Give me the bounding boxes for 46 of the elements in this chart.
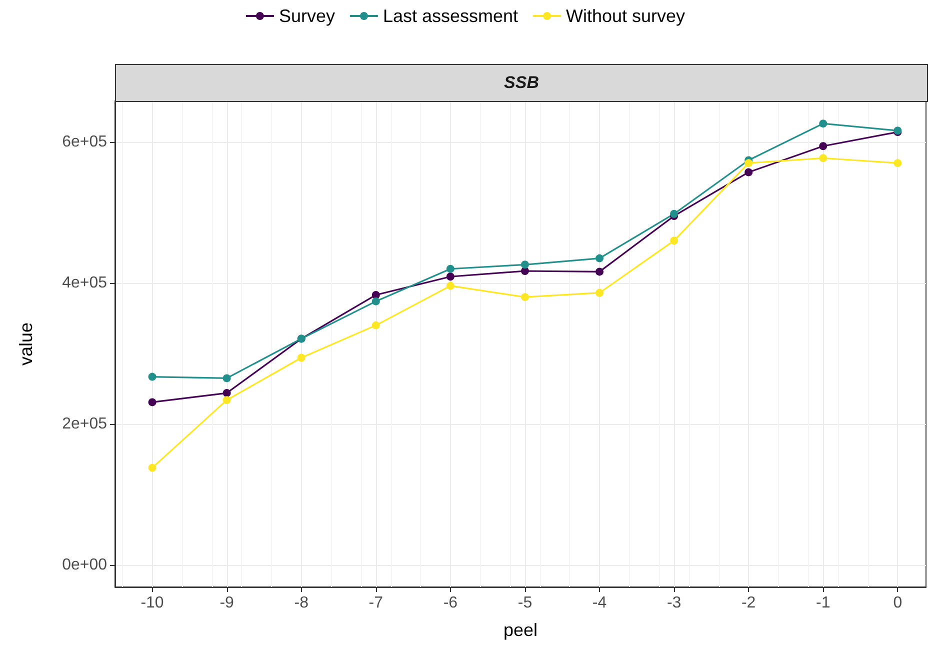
- x-tick-label: -5: [518, 594, 532, 612]
- point: [819, 142, 828, 150]
- x-tick-label: -2: [741, 594, 756, 612]
- point: [894, 159, 902, 168]
- point: [222, 374, 231, 382]
- x-tick-label: -4: [592, 594, 607, 612]
- point: [446, 264, 454, 273]
- point: [148, 464, 156, 472]
- point: [148, 372, 156, 381]
- legend-label: Survey: [278, 6, 335, 26]
- point: [446, 272, 454, 281]
- point: [148, 398, 156, 406]
- point: [596, 288, 604, 297]
- x-tick-label: -7: [368, 594, 384, 612]
- x-tick-label: -8: [294, 594, 309, 612]
- point: [744, 159, 753, 168]
- point: [596, 268, 604, 276]
- point: [596, 254, 604, 262]
- y-tick-label: 4e+05: [62, 274, 108, 292]
- chart-title: SSB: [115, 64, 928, 102]
- x-tick-label: -1: [816, 594, 830, 612]
- point: [297, 354, 306, 362]
- legend-label: Without survey: [566, 6, 686, 26]
- point: [520, 266, 529, 275]
- legend-label: Last assessment: [382, 6, 518, 26]
- y-axis-title: value: [16, 322, 36, 366]
- point: [222, 396, 231, 404]
- point: [819, 154, 828, 162]
- point: [372, 297, 380, 306]
- x-tick-label: -10: [140, 594, 164, 612]
- point: [670, 236, 678, 245]
- point: [520, 260, 529, 269]
- point: [744, 168, 753, 176]
- point: [520, 293, 529, 302]
- x-tick-label: -6: [443, 594, 458, 612]
- x-tick-label: -9: [220, 594, 234, 612]
- y-tick-label: 2e+05: [62, 416, 108, 433]
- x-axis-title: peel: [503, 620, 538, 640]
- point: [446, 282, 454, 290]
- point: [372, 321, 380, 330]
- x-tick-label: 0: [893, 594, 902, 612]
- point: [819, 120, 828, 128]
- point: [222, 389, 231, 398]
- y-tick-label: 6e+05: [62, 133, 108, 150]
- x-tick-label: -3: [666, 594, 682, 612]
- y-tick-label: 0e+00: [62, 556, 108, 574]
